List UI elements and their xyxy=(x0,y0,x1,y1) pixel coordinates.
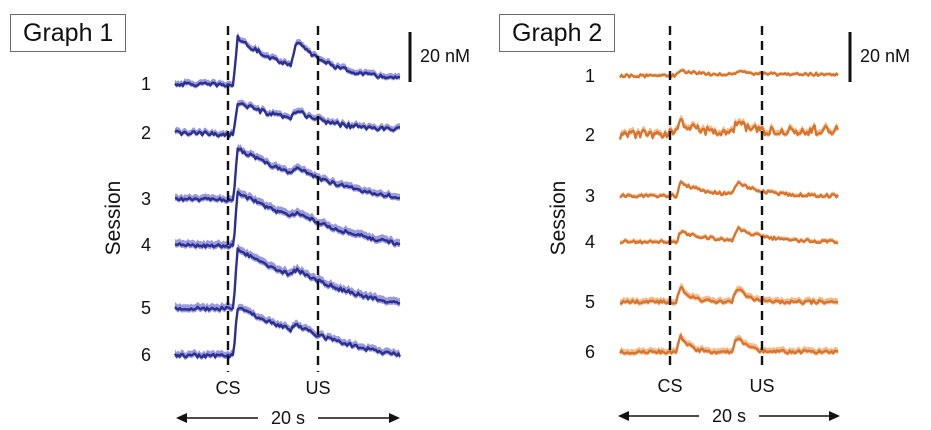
graph-1-panel: Graph 1 Session 1 2 3 4 5 6 CS US 20 nM 20 s xyxy=(10,14,470,428)
series-3-line xyxy=(619,180,839,199)
series-2-trace xyxy=(174,99,400,139)
series-3-trace xyxy=(619,179,839,199)
series-5-trace xyxy=(174,243,401,314)
session-6-label: 6 xyxy=(585,342,595,362)
us-event-label: US xyxy=(305,378,330,398)
y-axis-label: Session xyxy=(102,181,125,256)
series-2-error-band xyxy=(175,99,400,139)
series-3-trace xyxy=(174,144,401,205)
series-1-line xyxy=(174,34,401,88)
cs-event-label: CS xyxy=(215,378,240,398)
session-6-label: 6 xyxy=(141,345,151,365)
series-6-trace xyxy=(173,303,402,361)
series-1-trace xyxy=(618,68,839,79)
graph-2-chart: Session 1 2 3 4 5 6 CS US 20 nM 20 s xyxy=(547,26,910,426)
series-6-error-band xyxy=(175,303,400,361)
session-2-label: 2 xyxy=(585,125,595,145)
series-5-error-band xyxy=(620,283,838,307)
series-4-trace xyxy=(619,224,839,245)
scale-bar-label: 20 nM xyxy=(420,46,470,66)
session-1-label: 1 xyxy=(141,74,151,94)
series-6-trace xyxy=(619,331,839,356)
session-3-label: 3 xyxy=(585,186,595,206)
graph-1-title: Graph 1 xyxy=(10,14,127,52)
graph-2-panel: Graph 2 Session 1 2 3 4 5 6 CS US 20 nM 20 s xyxy=(470,0,931,430)
cs-event-label: CS xyxy=(657,376,682,396)
session-5-label: 5 xyxy=(585,292,595,312)
series-4-line xyxy=(619,226,839,245)
graph-2-title: Graph 2 xyxy=(499,14,616,52)
session-1-label: 1 xyxy=(585,66,595,86)
scale-bar-label: 20 nM xyxy=(860,46,910,66)
us-event-label: US xyxy=(749,376,774,396)
session-2-label: 2 xyxy=(141,123,151,143)
series-4-error-band xyxy=(175,186,400,251)
session-4-label: 4 xyxy=(141,235,151,255)
series-1-trace xyxy=(174,31,401,89)
series-6-line xyxy=(619,333,839,355)
series-5-trace xyxy=(619,283,839,307)
series-1-line xyxy=(618,68,839,79)
series-1-error-band xyxy=(175,31,400,89)
time-span-label: 20 s xyxy=(271,408,305,428)
series-5-line xyxy=(619,286,839,305)
series-6-line xyxy=(173,307,402,359)
graph-1-chart: Session 1 2 3 4 5 6 CS US 20 nM 20 s xyxy=(102,26,470,428)
session-4-label: 4 xyxy=(585,232,595,252)
time-span-arrow xyxy=(618,411,840,421)
series-3-line xyxy=(174,147,401,203)
time-span-arrow xyxy=(176,413,400,423)
series-2-line xyxy=(618,117,840,140)
series-5-line xyxy=(174,247,401,312)
session-3-label: 3 xyxy=(141,189,151,209)
series-4-line xyxy=(174,190,401,249)
series-2-line xyxy=(174,102,400,138)
series-2-trace xyxy=(618,115,840,142)
series-4-trace xyxy=(174,186,401,251)
time-span-label: 20 s xyxy=(712,406,746,426)
y-axis-label: Session xyxy=(547,181,570,256)
series-5-error-band xyxy=(175,243,400,314)
session-5-label: 5 xyxy=(141,298,151,318)
